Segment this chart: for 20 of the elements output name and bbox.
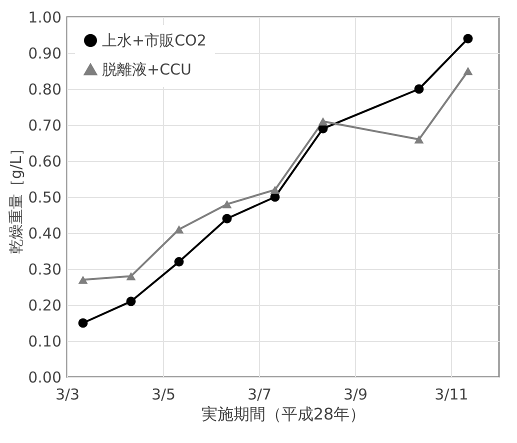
- y-tick-label: 0.90: [28, 44, 62, 62]
- x-tick-label: 3/7: [247, 386, 272, 404]
- y-tick-label: 0.70: [28, 116, 62, 134]
- y-tick-label: 1.00: [28, 8, 62, 26]
- x-tick-label: 3/5: [151, 386, 176, 404]
- y-tick-label: 0.00: [28, 368, 62, 386]
- y-tick-label: 0.10: [28, 332, 62, 350]
- y-tick-label: 0.50: [28, 188, 62, 206]
- y-tick-label: 0.30: [28, 260, 62, 278]
- x-axis-title: 実施期間（平成28年）: [201, 404, 366, 424]
- y-axis-title: 乾燥重量［g/L］: [7, 141, 26, 254]
- legend-label: 脱離液+CCU: [102, 60, 192, 78]
- x-tick-label: 3/3: [55, 386, 80, 404]
- x-tick-label: 3/11: [434, 386, 468, 404]
- y-tick-label: 0.80: [28, 80, 62, 98]
- x-tick-label: 3/9: [343, 386, 368, 404]
- y-tick-label: 0.20: [28, 296, 62, 314]
- legend-label: 上水+市販CO2: [102, 32, 206, 50]
- y-tick-label: 0.40: [28, 224, 62, 242]
- y-tick-label: 0.60: [28, 152, 62, 170]
